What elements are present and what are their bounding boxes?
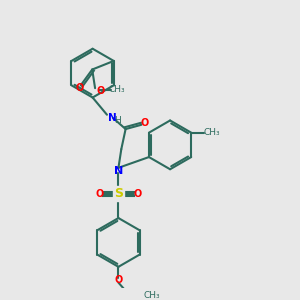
Text: S: S: [114, 187, 123, 200]
Text: O: O: [140, 118, 148, 128]
Text: O: O: [75, 83, 83, 93]
Text: CH₃: CH₃: [143, 291, 160, 300]
Text: CH₃: CH₃: [204, 128, 220, 137]
Text: O: O: [114, 275, 123, 285]
Text: H: H: [115, 116, 121, 125]
Text: CH₃: CH₃: [109, 85, 125, 94]
Text: O: O: [96, 86, 104, 96]
Text: O: O: [95, 189, 103, 199]
Text: O: O: [134, 189, 142, 199]
Text: N: N: [108, 112, 116, 123]
Text: N: N: [114, 166, 123, 176]
